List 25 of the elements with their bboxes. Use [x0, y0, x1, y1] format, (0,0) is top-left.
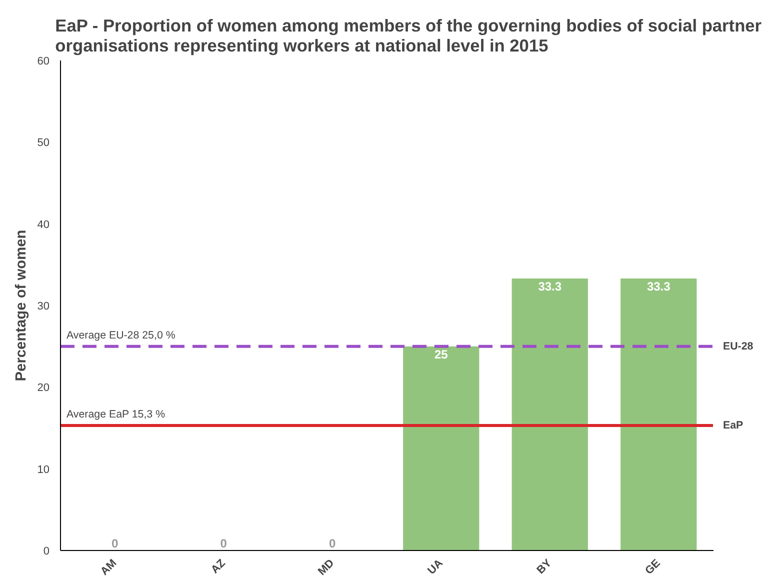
annotation: Average EU-28 25,0 % — [66, 329, 176, 342]
y-axis-title: Percentage of women — [13, 230, 30, 382]
x-tick-label: BY — [534, 556, 555, 577]
x-tick-label: MD — [316, 557, 337, 578]
data-label: 0 — [112, 536, 119, 550]
x-tick-label: AZ — [209, 557, 228, 576]
y-tick-label: 40 — [37, 218, 50, 231]
y-tick-label: 50 — [37, 137, 50, 150]
annotation: Average EaP 15,3 % — [66, 408, 166, 421]
data-label: 0 — [329, 536, 336, 550]
x-tick-label: UA — [426, 557, 446, 577]
y-tick-label: 60 — [37, 56, 50, 68]
ref-line-label: EU-28 — [723, 340, 754, 352]
data-label: 33.3 — [538, 280, 562, 294]
data-label: 25 — [434, 347, 448, 362]
chart-title: EaP - Proportion of women among members of the governing bodies of social partner organisations representing workers at national level in 2015 — [55, 16, 762, 56]
ref-line-label: EaP — [723, 420, 744, 432]
data-label: 33.3 — [646, 280, 671, 294]
data-label: 0 — [220, 536, 228, 550]
y-tick-label: 30 — [37, 300, 50, 312]
y-tick-label: 10 — [37, 464, 50, 476]
y-tick-label: 0 — [43, 546, 50, 558]
x-tick-label: GE — [643, 557, 663, 577]
y-tick-label: 20 — [37, 382, 50, 394]
x-tick-label: AM — [98, 557, 120, 578]
